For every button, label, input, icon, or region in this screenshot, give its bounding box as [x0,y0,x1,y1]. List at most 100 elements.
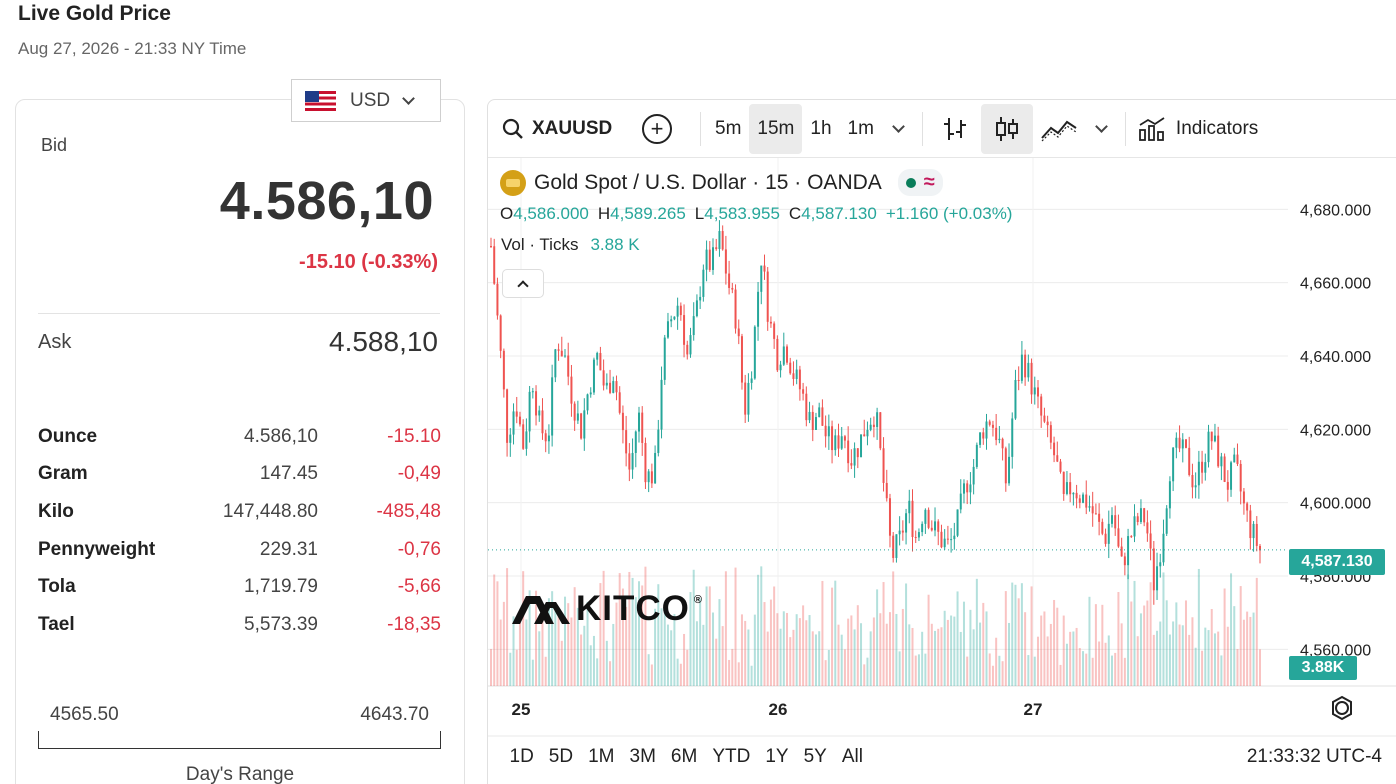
candle-body [940,531,943,548]
unit-price: 147,448.80 [222,500,318,522]
candle-body [753,326,756,379]
volume-bar [1156,630,1159,686]
range-6m[interactable]: 6M [670,746,698,767]
volume-bar [811,631,814,686]
candle-chart-type-button[interactable] [980,103,1033,154]
collapse-legend-button[interactable] [502,269,544,298]
candle-body [615,381,618,393]
candle-body [499,315,502,351]
y-tick-label: 4,560.000 [1300,642,1371,659]
candle-body [866,429,869,437]
volume-bar [824,660,827,686]
volume-bar [866,657,869,686]
interval-1h[interactable]: 1h [810,117,832,139]
volume-bar [782,611,785,686]
candle-body [564,355,567,357]
volume-bar [721,626,724,686]
candle-body [496,283,499,316]
volume-bar [1101,604,1104,686]
volume-bar [512,616,515,686]
candle-body [686,344,689,355]
volume-bar [856,605,859,686]
interval-dropdown[interactable] [882,104,916,154]
volume-bar [625,606,628,686]
range-1d[interactable]: 1D [509,746,534,767]
volume-bar [580,634,583,686]
volume-bar [766,631,769,686]
market-status-pill[interactable]: ≈ [897,169,943,196]
unit-change: -0,76 [397,538,441,560]
range-1y[interactable]: 1Y [765,746,789,767]
interval-15m[interactable]: 15m [749,103,803,154]
volume-bar [689,592,692,686]
candle-body [811,411,814,431]
volume-bar [991,665,994,686]
candle-body [1201,461,1204,473]
range-ytd[interactable]: YTD [712,746,751,767]
volume-bar [831,587,834,686]
volume-bar [618,573,621,686]
volume-bar [1246,611,1249,686]
candle-body [1114,515,1117,529]
candle-body [692,316,695,336]
indicators-button[interactable]: Indicators [1132,104,1266,154]
bar-chart-type-button[interactable] [929,104,981,154]
bid-price: 4.586,10 [219,171,434,231]
symbol-search[interactable]: XAUUSD [502,118,642,140]
candle-body [956,509,959,536]
area-chart-type-button[interactable] [1033,104,1085,154]
x-tick-label: 25 [512,700,531,719]
volume-bar [547,598,550,686]
ask-label: Ask [38,331,72,353]
volume-bar [792,629,795,686]
candle-body [1159,562,1162,567]
candle-body [673,316,676,320]
chart-clock[interactable]: 21:33:32 UTC-4 [1246,746,1382,767]
chart-type-dropdown[interactable] [1085,104,1119,154]
unit-price: 1,719.79 [244,576,318,598]
compare-plus-icon[interactable]: + [642,113,672,144]
candle-body [821,407,824,426]
volume-bar [631,577,634,686]
candle-body [1204,462,1207,473]
range-5d[interactable]: 5D [548,746,574,767]
candle-body [856,448,859,458]
candle-body [1213,435,1216,442]
range-all[interactable]: All [841,746,863,767]
candle-body [908,500,911,514]
currency-select[interactable]: USD [291,79,441,122]
volume-bar [985,611,988,686]
candle-body [612,381,615,393]
volume-bar [1117,592,1120,686]
range-3m[interactable]: 3M [629,746,656,767]
volume-bar [660,608,663,686]
candle-body [1168,481,1171,509]
candle-body [901,530,904,533]
volume-bar [525,619,528,686]
volume-bar [769,599,772,686]
candle-body [541,410,544,434]
unit-change: -5,66 [397,576,441,598]
interval-5m[interactable]: 5m [715,117,742,139]
candle-body [782,346,785,365]
price-chart[interactable]: 4,680.000 4,660.000 4,640.000 4,620.000 4,60… [488,158,1396,738]
range-5y[interactable]: 5Y [803,746,827,767]
candle-body [676,305,679,317]
candle-body [1210,431,1213,442]
volume-bar [1133,580,1136,686]
volume-bar [763,602,766,686]
candle-body [959,493,962,510]
volume-bar [515,649,518,686]
candle-body [522,424,525,449]
candle-body [860,434,863,458]
volume-bar [679,663,682,686]
interval-1m[interactable]: 1m [847,117,874,139]
candle-body [747,382,750,415]
candle-body [515,411,518,417]
candle-body [1252,523,1255,539]
unit-row-ounce: Ounce 4.586,10 -15.10 [38,418,442,456]
range-1m[interactable]: 1M [588,746,615,767]
candle-body [1127,536,1130,566]
candle-body [1094,513,1097,515]
volume-bar [554,610,557,686]
